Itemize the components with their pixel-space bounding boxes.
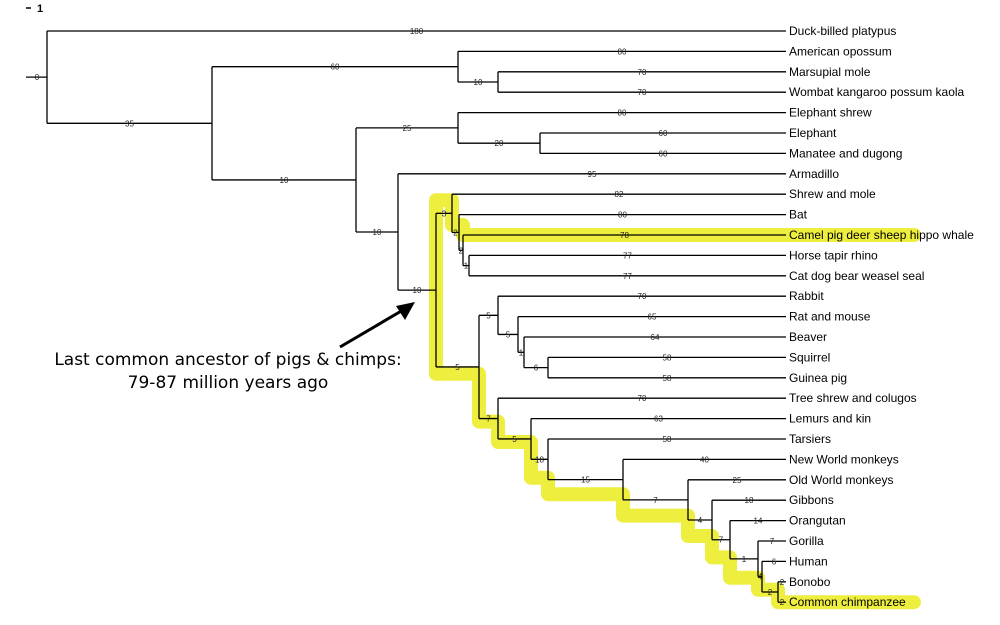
annotation-line-2: 79-87 million years ago — [128, 373, 329, 393]
branch-length-shrew-mole: 82 — [615, 190, 624, 199]
branch-length-rabbit: 70 — [638, 292, 647, 301]
taxon-label: Orangutan — [789, 514, 846, 528]
branch-length-gibbons: 18 — [745, 496, 754, 505]
taxon-label: Armadillo — [789, 167, 839, 181]
branch-length-anthropoidea: 18 — [535, 455, 544, 464]
branch-length-human: 6 — [772, 557, 777, 566]
tree-branches — [26, 30, 786, 603]
branch-length-tree-shrew: 70 — [638, 394, 647, 403]
branch-length-orangutan: 14 — [754, 517, 763, 526]
branch-length-hominoidea: 7 — [653, 496, 658, 505]
branch-length-catarrhini: 15 — [581, 476, 590, 485]
taxon-label: Tree shrew and colugos — [789, 391, 917, 405]
branch-length-bonobo: 2 — [780, 578, 785, 587]
taxon-label: Lemurs and kin — [789, 412, 871, 426]
branch-length-hominini: 1 — [742, 555, 747, 564]
taxon-labels: Duck-billed platypus American opossum Mars… — [789, 24, 974, 609]
taxon-label: Squirrel — [789, 350, 830, 364]
branch-length-labels: 0180356080107070102580206060109510382280… — [35, 27, 785, 607]
branch-length-australidelphia: 10 — [474, 78, 483, 87]
branch-length-tarsiers: 58 — [663, 435, 672, 444]
branch-length-marsupial-mole: 70 — [638, 68, 647, 77]
branch-length-squirrel-guinea: 6 — [534, 364, 539, 373]
branch-length-american-opossum: 80 — [618, 47, 627, 56]
taxon-label: Old World monkeys — [789, 473, 893, 487]
taxon-label: Tarsiers — [789, 432, 831, 446]
branch-length-chimpanzee: 2 — [768, 588, 773, 597]
taxon-label: Elephant shrew — [789, 106, 872, 120]
taxon-label: Gorilla — [789, 534, 824, 548]
branch-length-old-world: 25 — [733, 476, 742, 485]
branch-length-scrotifera: 2 — [453, 228, 458, 237]
taxon-label: Marsupial mole — [789, 65, 871, 79]
taxon-label: Wombat kangaroo possum kaola — [789, 85, 965, 99]
branch-length-eutheria: 35 — [125, 119, 134, 128]
branch-length-primates: 7 — [486, 415, 491, 424]
taxon-label: Guinea pig — [789, 371, 847, 385]
branch-length-beaver-squirrel-guinea: 1 — [519, 348, 524, 357]
branch-length-wombat: 70 — [638, 88, 647, 97]
taxon-label: Human — [789, 554, 828, 568]
taxon-label: American opossum — [789, 44, 892, 58]
taxon-label: Horse tapir rhino — [789, 248, 878, 262]
taxon-label: Shrew and mole — [789, 187, 876, 201]
branch-length-gorilla: 7 — [770, 537, 775, 546]
branch-length-homininae: 7 — [719, 536, 724, 545]
taxon-label: Camel pig deer sheep hippo whale — [789, 228, 974, 242]
branch-length-camel-pig: 78 — [620, 231, 629, 240]
branch-length-elephant: 60 — [659, 129, 668, 138]
branch-length-marsupials: 60 — [331, 63, 340, 72]
branch-length-elephant-shrew: 80 — [618, 109, 627, 118]
branch-length-manatee: 60 — [659, 149, 668, 158]
branch-length-glires: 5 — [486, 311, 491, 320]
branch-length-chimpanzee: 2 — [780, 598, 785, 607]
taxon-label: Bat — [789, 208, 808, 222]
branch-length-boreoeutheria: 10 — [373, 228, 382, 237]
scale-label: 1 — [37, 3, 43, 15]
branch-length-euarchontoglires: 10 — [413, 286, 422, 295]
taxon-label: Elephant — [789, 126, 837, 140]
branch-length-armadillo: 95 — [588, 170, 597, 179]
branch-length-haplorhini: 5 — [512, 435, 517, 444]
branch-length-paenungulata: 20 — [495, 139, 504, 148]
branch-length-laurasiatheria: 3 — [442, 209, 447, 218]
branch-length-afrotheria: 25 — [403, 124, 412, 133]
branch-length-horse: 77 — [623, 251, 632, 260]
branch-length-fereuungulata: 2 — [459, 246, 464, 255]
branch-length-cat-dog: 77 — [623, 272, 632, 281]
taxon-label: Bonobo — [789, 575, 831, 589]
branch-length-lemurs: 63 — [654, 415, 663, 424]
branch-length-guinea-pig: 58 — [663, 374, 672, 383]
branch-length-perissodactyla-carnivora: 1 — [464, 262, 469, 271]
taxon-label: Manatee and dugong — [789, 146, 902, 160]
taxon-label: Cat dog bear weasel seal — [789, 269, 924, 283]
annotation-arrow — [339, 302, 415, 349]
taxon-label: Duck-billed platypus — [789, 24, 896, 38]
branch-length-new-world: 40 — [700, 455, 709, 464]
branch-length-beaver: 64 — [651, 333, 660, 342]
branch-length-pan: 4 — [758, 573, 763, 582]
taxon-label: Rabbit — [789, 289, 824, 303]
branch-length-rodentia: 5 — [506, 330, 511, 339]
branch-length-rat-mouse: 65 — [648, 313, 657, 322]
branch-length-root: 0 — [35, 73, 40, 82]
taxon-label: Gibbons — [789, 493, 834, 507]
branch-length-hominidae: 4 — [698, 516, 703, 525]
taxon-label: Rat and mouse — [789, 310, 871, 324]
branch-length-boreo-xenarthra: 10 — [280, 176, 289, 185]
branch-length-platypus: 180 — [410, 27, 424, 36]
highlight-pig-chimp-path — [429, 193, 921, 610]
branch-length-euarchonta: 5 — [455, 363, 460, 372]
taxon-label: New World monkeys — [789, 452, 899, 466]
branch-length-squirrel: 58 — [663, 353, 672, 362]
branch-length-bat: 80 — [618, 211, 627, 220]
taxon-label: Common chimpanzee — [789, 595, 906, 609]
highlight-path — [429, 193, 921, 610]
taxon-label: Beaver — [789, 330, 827, 344]
annotation-line-1: Last common ancestor of pigs & chimps: — [54, 350, 401, 370]
